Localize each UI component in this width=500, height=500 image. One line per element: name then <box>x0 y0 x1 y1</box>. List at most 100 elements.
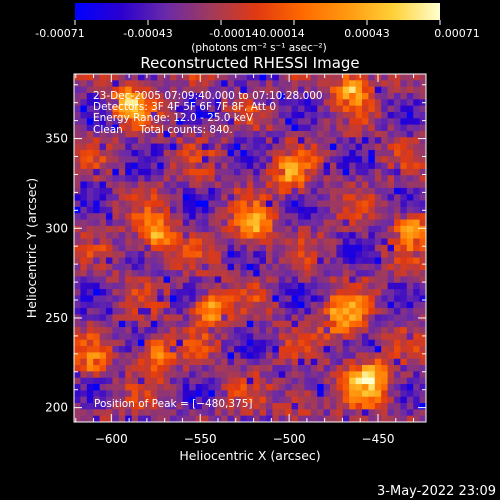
heatmap-cell <box>182 339 190 347</box>
heatmap-cell <box>278 314 286 322</box>
heatmap-cell <box>131 130 139 138</box>
heatmap-cell <box>419 187 426 195</box>
heatmap-cell <box>349 270 357 278</box>
heatmap-cell <box>272 371 280 379</box>
heatmap-cell <box>304 390 312 398</box>
heatmap-cell <box>112 206 120 214</box>
heatmap-cell <box>394 320 401 328</box>
heatmap-cell <box>336 99 344 107</box>
heatmap-cell <box>272 358 280 366</box>
heatmap-cell <box>259 168 267 176</box>
heatmap-cell <box>93 327 101 335</box>
heatmap-cell <box>227 206 235 214</box>
heatmap-cell <box>381 308 389 316</box>
heatmap-cell <box>413 219 421 227</box>
heatmap-cell <box>362 295 369 303</box>
heatmap-cell <box>227 168 235 176</box>
heatmap-cell <box>208 390 216 398</box>
heatmap-cell <box>362 390 369 398</box>
heatmap-cell <box>157 99 165 107</box>
heatmap-cell <box>387 194 395 202</box>
heatmap-cell <box>157 232 165 240</box>
heatmap-cell <box>291 257 299 265</box>
heatmap-cell <box>176 384 184 391</box>
heatmap-cell <box>163 384 171 391</box>
heatmap-cell <box>259 225 267 233</box>
heatmap-cell <box>106 225 113 233</box>
heatmap-cell <box>272 156 280 164</box>
heatmap-cell <box>195 257 203 265</box>
heatmap-cell <box>227 263 235 271</box>
heatmap-cell <box>285 156 293 164</box>
heatmap-cell <box>406 276 414 284</box>
heatmap-cell <box>125 232 133 240</box>
heatmap-cell <box>381 327 389 335</box>
heatmap-cell <box>131 175 139 183</box>
heatmap-cell <box>387 403 395 410</box>
heatmap-cell <box>202 194 209 202</box>
heatmap-cell <box>374 409 382 417</box>
heatmap-cell <box>144 181 152 189</box>
heatmap-cell <box>74 149 81 157</box>
heatmap-cell <box>208 320 216 328</box>
heatmap-cell <box>349 251 357 259</box>
heatmap-cell <box>304 124 312 132</box>
heatmap-cell <box>278 339 286 347</box>
heatmap-cell <box>298 358 305 366</box>
heatmap-cell <box>336 187 344 195</box>
heatmap-cell <box>202 213 209 221</box>
heatmap-cell <box>419 74 426 81</box>
heatmap-cell <box>330 276 337 284</box>
heatmap-cell <box>125 105 133 113</box>
heatmap-cell <box>176 327 184 335</box>
heatmap-cell <box>118 118 126 126</box>
heatmap-cell <box>182 187 190 195</box>
heatmap-cell <box>125 289 133 297</box>
heatmap-cell <box>394 206 401 214</box>
heatmap-cell <box>86 175 94 183</box>
heatmap-cell <box>240 314 248 322</box>
heatmap-cell <box>387 86 395 94</box>
heatmap-cell <box>189 200 197 208</box>
heatmap-cell <box>259 301 267 309</box>
heatmap-cell <box>400 371 408 379</box>
heatmap-cell <box>195 352 203 360</box>
heatmap-cell <box>349 289 357 297</box>
heatmap-cell <box>138 270 145 278</box>
heatmap-cell <box>125 162 133 170</box>
heatmap-cell <box>342 371 350 379</box>
heatmap-cell <box>125 206 133 214</box>
heatmap-cell <box>253 99 261 107</box>
heatmap-cell <box>349 415 357 422</box>
heatmap-cell <box>304 111 312 119</box>
heatmap-cell <box>74 358 81 366</box>
heatmap-cell <box>106 270 113 278</box>
heatmap-cell <box>195 365 203 372</box>
heatmap-cell <box>374 187 382 195</box>
heatmap-cell <box>381 162 389 170</box>
heatmap-cell <box>310 156 318 164</box>
heatmap-cell <box>419 358 426 366</box>
heatmap-cell <box>170 251 177 259</box>
heatmap-cell <box>131 346 139 353</box>
heatmap-cell <box>176 111 184 119</box>
heatmap-cell <box>374 289 382 297</box>
heatmap-cell <box>349 257 357 265</box>
heatmap-cell <box>342 415 350 422</box>
heatmap-cell <box>400 320 408 328</box>
heatmap-cell <box>266 206 273 214</box>
heatmap-cell <box>323 168 331 176</box>
heatmap-cell <box>131 396 139 404</box>
heatmap-cell <box>336 137 344 145</box>
heatmap-cell <box>317 200 325 208</box>
heatmap-cell <box>362 130 369 138</box>
heatmap-cell <box>214 124 222 132</box>
heatmap-cell <box>221 219 229 227</box>
heatmap-cell <box>240 352 248 360</box>
heatmap-cell <box>246 187 254 195</box>
heatmap-cell <box>112 308 120 316</box>
heatmap-cell <box>144 396 152 404</box>
heatmap-cell <box>234 168 241 176</box>
heatmap-cell <box>74 384 81 391</box>
heatmap-cell <box>323 80 331 88</box>
